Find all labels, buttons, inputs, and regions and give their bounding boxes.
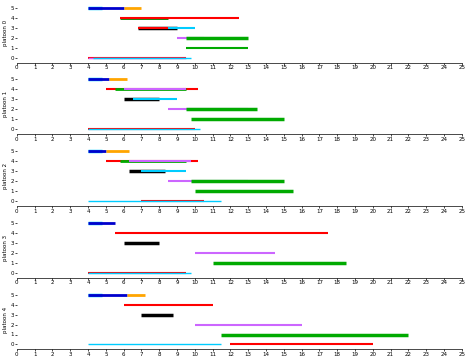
Y-axis label: platoon 4: platoon 4 bbox=[3, 306, 8, 333]
Y-axis label: platoon 3: platoon 3 bbox=[3, 235, 8, 261]
Y-axis label: platoon 2: platoon 2 bbox=[3, 163, 8, 189]
Y-axis label: platoon 1: platoon 1 bbox=[3, 91, 8, 117]
Y-axis label: platoon 0: platoon 0 bbox=[3, 19, 8, 46]
